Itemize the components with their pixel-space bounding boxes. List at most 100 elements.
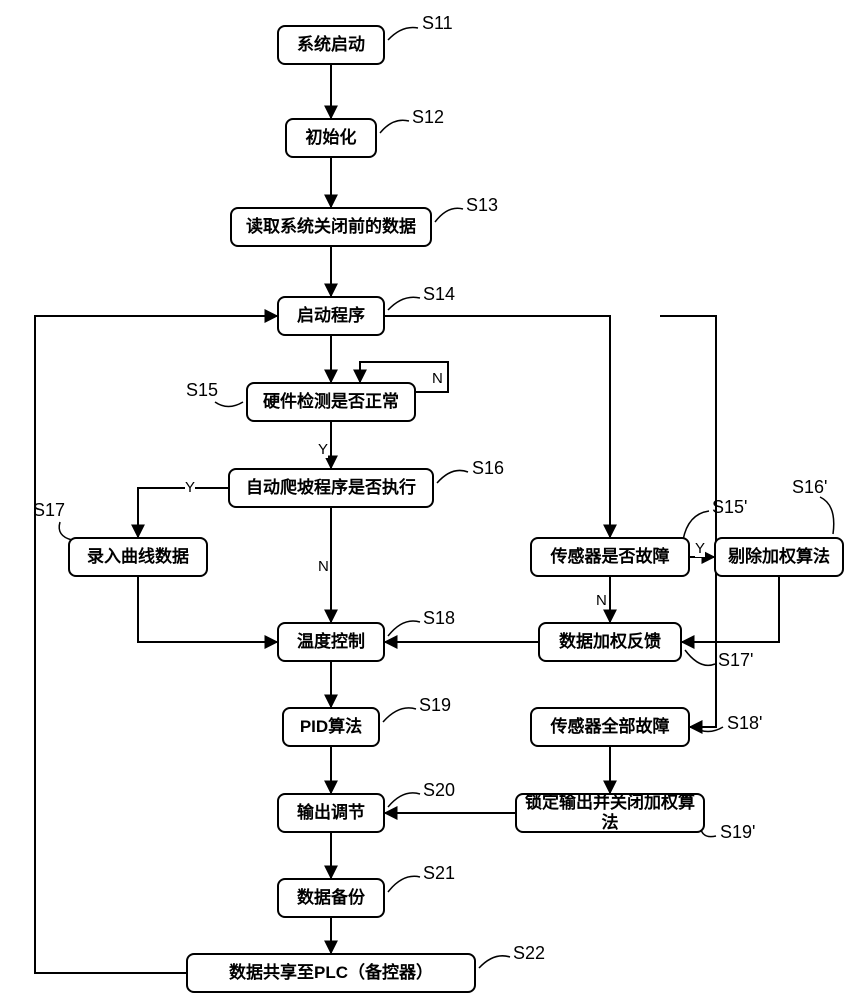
node-s16: 自动爬坡程序是否执行	[228, 468, 434, 508]
node-s12: 初始化	[285, 118, 377, 158]
label-text: S16	[472, 458, 504, 478]
node-text: 温度控制	[297, 632, 365, 652]
edge-label-text: N	[432, 370, 443, 387]
label-text: S17	[33, 500, 65, 520]
label-text: S20	[423, 780, 455, 800]
node-text: 初始化	[306, 128, 357, 148]
label-leader	[59, 522, 72, 540]
edge-label-text: N	[318, 558, 329, 575]
label-text: S18	[423, 608, 455, 628]
label-text: S19'	[720, 822, 755, 842]
node-s14: 启动程序	[277, 296, 385, 336]
label-text: S12	[412, 107, 444, 127]
label-text: S17'	[718, 650, 753, 670]
edge-label-text: N	[596, 592, 607, 609]
node-s18p: 传感器全部故障	[530, 707, 690, 747]
label-text: S16'	[792, 477, 827, 497]
node-s11: 系统启动	[277, 25, 385, 65]
edge-label-e16y: Y	[185, 479, 195, 496]
label-leader	[820, 497, 834, 534]
node-s21: 数据备份	[277, 878, 385, 918]
label-text: S22	[513, 943, 545, 963]
label-leader	[693, 727, 723, 732]
step-label-l12: S12	[412, 107, 444, 128]
edge-label-text: Y	[695, 540, 705, 557]
step-label-l18p: S18'	[727, 713, 762, 734]
label-leader	[437, 470, 468, 483]
label-leader	[685, 650, 715, 665]
label-text: S13	[466, 195, 498, 215]
label-leader	[388, 793, 420, 807]
step-label-l20: S20	[423, 780, 455, 801]
edge-label-e15py: Y	[695, 540, 705, 557]
node-text: 系统启动	[297, 35, 365, 55]
step-label-l17: S17	[33, 500, 65, 521]
label-leader	[380, 120, 409, 133]
node-text: 自动爬坡程序是否执行	[246, 478, 416, 498]
node-s22: 数据共享至PLC（备控器）	[186, 953, 476, 993]
edge-label-e15pn: N	[596, 592, 607, 609]
edge-label-e16n: N	[318, 558, 329, 575]
step-label-l16: S16	[472, 458, 504, 479]
step-label-l14: S14	[423, 284, 455, 305]
step-label-l19p: S19'	[720, 822, 755, 843]
label-leader	[388, 297, 420, 310]
label-text: S11	[422, 13, 453, 33]
node-text: 传感器是否故障	[551, 547, 670, 567]
label-text: S15	[186, 380, 218, 400]
node-text: 读取系统关闭前的数据	[246, 217, 416, 237]
step-label-l21: S21	[423, 863, 455, 884]
edge	[138, 577, 277, 642]
node-s18: 温度控制	[277, 622, 385, 662]
node-s19p: 锁定输出并关闭加权算法	[515, 793, 705, 833]
label-text: S15'	[712, 497, 747, 517]
edge	[35, 316, 277, 973]
node-s17p: 数据加权反馈	[538, 622, 682, 662]
label-text: S21	[423, 863, 455, 883]
label-leader	[388, 621, 420, 636]
node-s15p: 传感器是否故障	[530, 537, 690, 577]
edge-label-e15y: Y	[318, 441, 328, 458]
step-label-l13: S13	[466, 195, 498, 216]
node-text: 剔除加权算法	[728, 547, 830, 567]
label-leader	[683, 511, 709, 540]
node-text: 锁定输出并关闭加权算法	[517, 793, 703, 834]
node-s15: 硬件检测是否正常	[246, 382, 416, 422]
label-leader	[435, 208, 463, 222]
step-label-l22: S22	[513, 943, 545, 964]
label-leader	[388, 28, 418, 41]
flowchart-canvas: 系统启动初始化读取系统关闭前的数据启动程序硬件检测是否正常自动爬坡程序是否执行录…	[0, 0, 851, 1000]
node-s19: PID算法	[282, 707, 380, 747]
step-label-l16p: S16'	[792, 477, 827, 498]
step-label-l15p: S15'	[712, 497, 747, 518]
label-leader	[215, 402, 243, 407]
step-label-l19: S19	[419, 695, 451, 716]
label-leader	[388, 876, 420, 892]
label-leader	[479, 956, 510, 968]
step-label-l18: S18	[423, 608, 455, 629]
step-label-l15: S15	[186, 380, 218, 401]
step-label-l11: S11	[422, 13, 453, 34]
node-text: 数据加权反馈	[559, 632, 661, 652]
label-leader	[383, 708, 416, 722]
edge-label-text: Y	[318, 441, 328, 458]
edge	[682, 577, 779, 642]
edge	[660, 316, 716, 727]
node-s16p: 剔除加权算法	[714, 537, 844, 577]
node-s20: 输出调节	[277, 793, 385, 833]
node-s17: 录入曲线数据	[68, 537, 208, 577]
node-s13: 读取系统关闭前的数据	[230, 207, 432, 247]
step-label-l17p: S17'	[718, 650, 753, 671]
node-text: PID算法	[300, 717, 362, 737]
edge-label-e15n: N	[432, 370, 443, 387]
label-text: S18'	[727, 713, 762, 733]
node-text: 录入曲线数据	[87, 547, 189, 567]
node-text: 传感器全部故障	[551, 717, 670, 737]
node-text: 数据共享至PLC（备控器）	[229, 963, 433, 983]
node-text: 数据备份	[297, 888, 365, 908]
node-text: 硬件检测是否正常	[263, 392, 399, 412]
edge	[138, 488, 228, 537]
label-text: S19	[419, 695, 451, 715]
node-text: 启动程序	[297, 306, 365, 326]
label-text: S14	[423, 284, 455, 304]
